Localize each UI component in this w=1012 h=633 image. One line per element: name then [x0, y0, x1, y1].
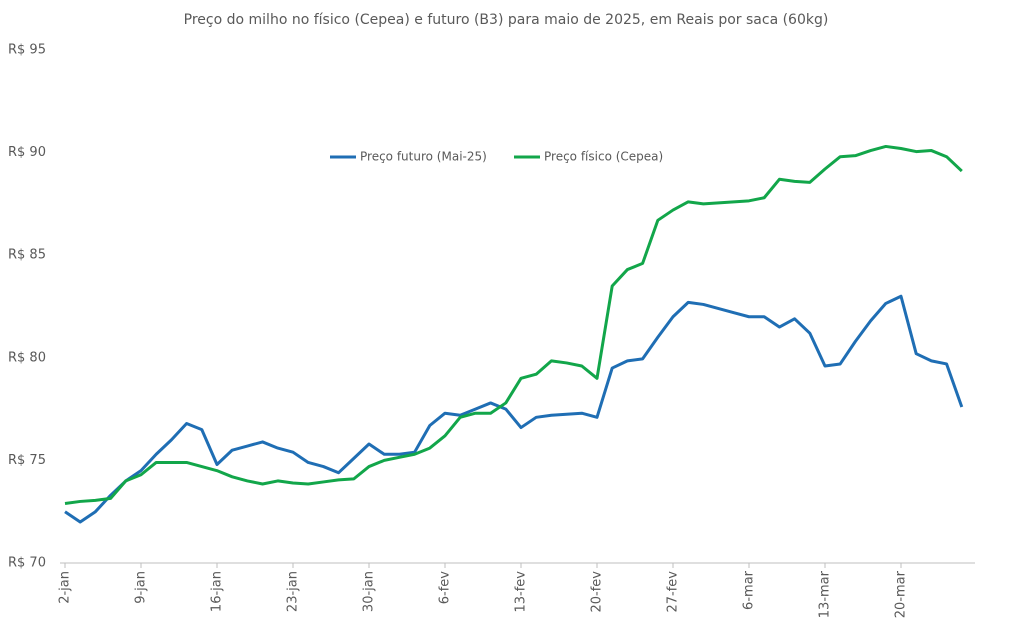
x-tick-label: 20-mar [894, 570, 909, 618]
x-tick-label: 20-fev [590, 571, 605, 613]
y-tick-label: R$ 70 [8, 556, 46, 571]
legend-label: Preço físico (Cepea) [544, 150, 663, 164]
y-tick-label: R$ 85 [8, 248, 46, 263]
chart-title: Preço do milho no físico (Cepea) e futur… [184, 12, 829, 28]
y-tick-label: R$ 95 [8, 43, 46, 58]
x-tick-label: 16-jan [210, 571, 225, 612]
x-tick-label: 30-jan [362, 571, 377, 612]
x-tick-label: 27-fev [666, 571, 681, 613]
x-tick-label: 13-mar [818, 570, 833, 618]
x-tick-label: 2-jan [58, 571, 73, 604]
y-tick-label: R$ 80 [8, 350, 46, 365]
x-tick-label: 6-mar [742, 570, 757, 610]
x-tick-label: 23-jan [286, 571, 301, 612]
y-tick-label: R$ 90 [8, 145, 46, 160]
legend-label: Preço futuro (Mai-25) [360, 150, 487, 164]
x-tick-label: 9-jan [134, 571, 149, 604]
x-tick-label: 6-fev [438, 571, 453, 605]
series-line [64, 294, 964, 524]
series-line [64, 144, 963, 505]
y-tick-label: R$ 75 [8, 453, 46, 468]
x-tick-label: 13-fev [514, 571, 529, 613]
